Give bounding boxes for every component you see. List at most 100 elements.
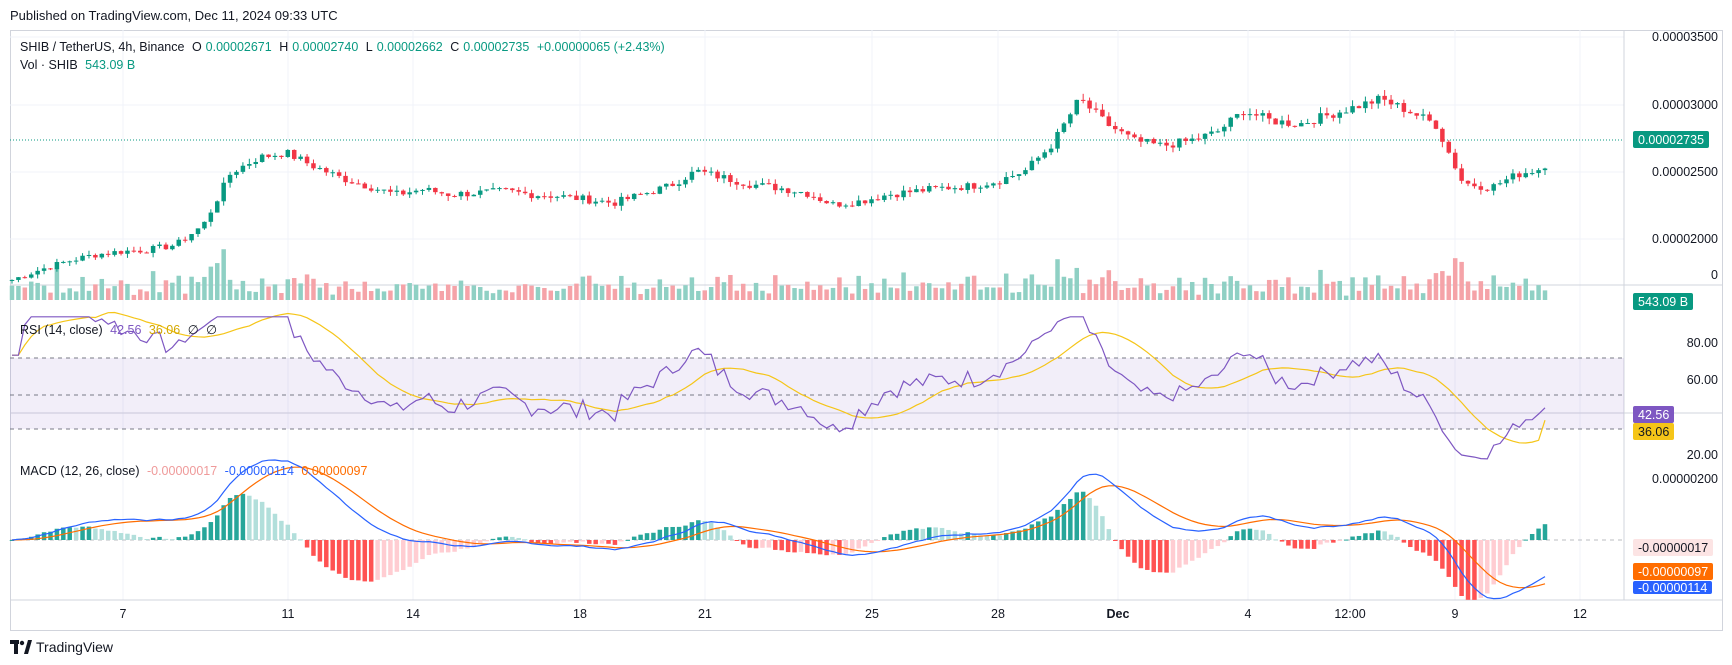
candle-body	[1401, 103, 1407, 112]
volume-bar	[721, 282, 727, 300]
time-label: 21	[698, 607, 712, 621]
volume-bar	[766, 293, 772, 300]
volume-bar	[875, 292, 881, 300]
volume-bar	[939, 288, 945, 300]
macd-histogram-bar	[1080, 491, 1086, 540]
volume-bar	[304, 274, 310, 300]
volume-bar	[1343, 295, 1349, 300]
macd-histogram-bar	[497, 537, 502, 540]
volume-bar	[170, 282, 175, 300]
volume-bar	[785, 284, 791, 300]
macd-histogram-bar	[1408, 540, 1413, 548]
volume-bar	[522, 284, 528, 300]
volume-bar	[535, 286, 541, 300]
candle-body	[946, 186, 951, 190]
candle-body	[933, 186, 938, 188]
macd-histogram-bar	[356, 540, 361, 581]
macd-histogram-bar	[311, 540, 316, 556]
macd-histogram-bar	[1350, 536, 1355, 540]
macd-legend: MACD (12, 26, close) -0.00000017 -0.0000…	[20, 464, 371, 478]
candle-body	[452, 195, 457, 197]
volume-bar	[926, 283, 932, 300]
macd-histogram-bar	[9, 540, 15, 541]
close-label: C	[450, 40, 460, 54]
volume-bar	[850, 293, 855, 300]
candle-body	[1305, 123, 1310, 125]
macd-histogram-bar	[247, 495, 252, 540]
macd-histogram-bar	[1260, 530, 1266, 540]
candle-body	[1260, 113, 1266, 116]
macd-histogram-bar	[657, 529, 663, 540]
candle-body	[41, 268, 47, 271]
volume-bar	[202, 276, 207, 300]
volume-bar	[1452, 258, 1458, 300]
volume-bar	[48, 292, 53, 300]
volume-bar	[696, 290, 701, 300]
volume-bar	[1023, 278, 1028, 300]
macd-tick: 0.00000200	[1651, 472, 1718, 486]
macd-histogram-bar	[362, 540, 368, 582]
rsi-label[interactable]: RSI (14, close)	[20, 323, 103, 337]
volume-bar	[439, 290, 444, 300]
volume-bar	[1074, 267, 1080, 300]
candle-body	[208, 212, 214, 222]
macd-histogram-bar	[1036, 521, 1041, 540]
volume-bar	[112, 286, 117, 300]
candle-body	[163, 244, 169, 250]
candle-body	[631, 193, 637, 200]
volume-bar	[510, 292, 515, 300]
macd-histogram-bar	[664, 527, 669, 540]
volume-bar	[1029, 274, 1035, 300]
volume-bar	[330, 294, 335, 300]
volume-bar	[1446, 275, 1452, 300]
macd-histogram-bar	[176, 537, 182, 540]
volume-bar	[458, 280, 464, 300]
rsi-band	[10, 358, 1624, 429]
candle-body	[54, 262, 60, 270]
volume-bar	[1202, 277, 1208, 300]
candle-body	[439, 192, 444, 194]
macd-signal-value: 0.00000097	[301, 464, 368, 478]
candle-body	[1440, 128, 1445, 142]
volume-bar	[471, 285, 477, 300]
candle-body	[619, 196, 624, 206]
candle-body	[894, 194, 900, 198]
candle-body	[99, 253, 105, 258]
volume-bar	[163, 280, 169, 300]
time-label: 9	[1451, 607, 1459, 621]
candle-body	[1080, 99, 1086, 101]
macd-histogram-bar	[702, 520, 707, 540]
candle-body	[1164, 142, 1169, 146]
candle-body	[1177, 138, 1182, 148]
volume-label[interactable]: Vol · SHIB	[20, 58, 78, 72]
candle-body	[670, 183, 675, 186]
volume-bar	[683, 285, 688, 300]
candle-body	[1266, 113, 1272, 119]
volume-bar	[298, 283, 303, 300]
volume-bar	[1087, 279, 1092, 300]
macd-histogram-bar	[779, 540, 784, 551]
candle-body	[1408, 111, 1413, 114]
candle-body	[1113, 125, 1118, 130]
symbol-label[interactable]: SHIB / TetherUS, 4h, Binance	[20, 40, 185, 54]
volume-bar	[914, 286, 919, 300]
volume-bar	[221, 249, 226, 300]
volume-bar	[484, 290, 489, 300]
candle-body	[1375, 95, 1381, 104]
candle-body	[48, 268, 53, 270]
footer-brand[interactable]: TradingView	[10, 639, 113, 655]
rsi-extra-2: ∅	[206, 323, 217, 337]
macd-histogram-bar	[1529, 533, 1535, 540]
macd-label[interactable]: MACD (12, 26, close)	[20, 464, 140, 478]
candle-body	[445, 193, 451, 196]
candle-body	[1427, 114, 1432, 121]
macd-histogram-bar	[1170, 540, 1176, 573]
macd-histogram-bar	[330, 540, 335, 571]
macd-histogram-bar	[1491, 540, 1496, 585]
macd-histogram-bar	[1388, 534, 1394, 540]
candle-body	[516, 190, 521, 192]
volume-bar	[1395, 288, 1400, 300]
candle-body	[1016, 174, 1022, 177]
candle-body	[227, 174, 233, 183]
